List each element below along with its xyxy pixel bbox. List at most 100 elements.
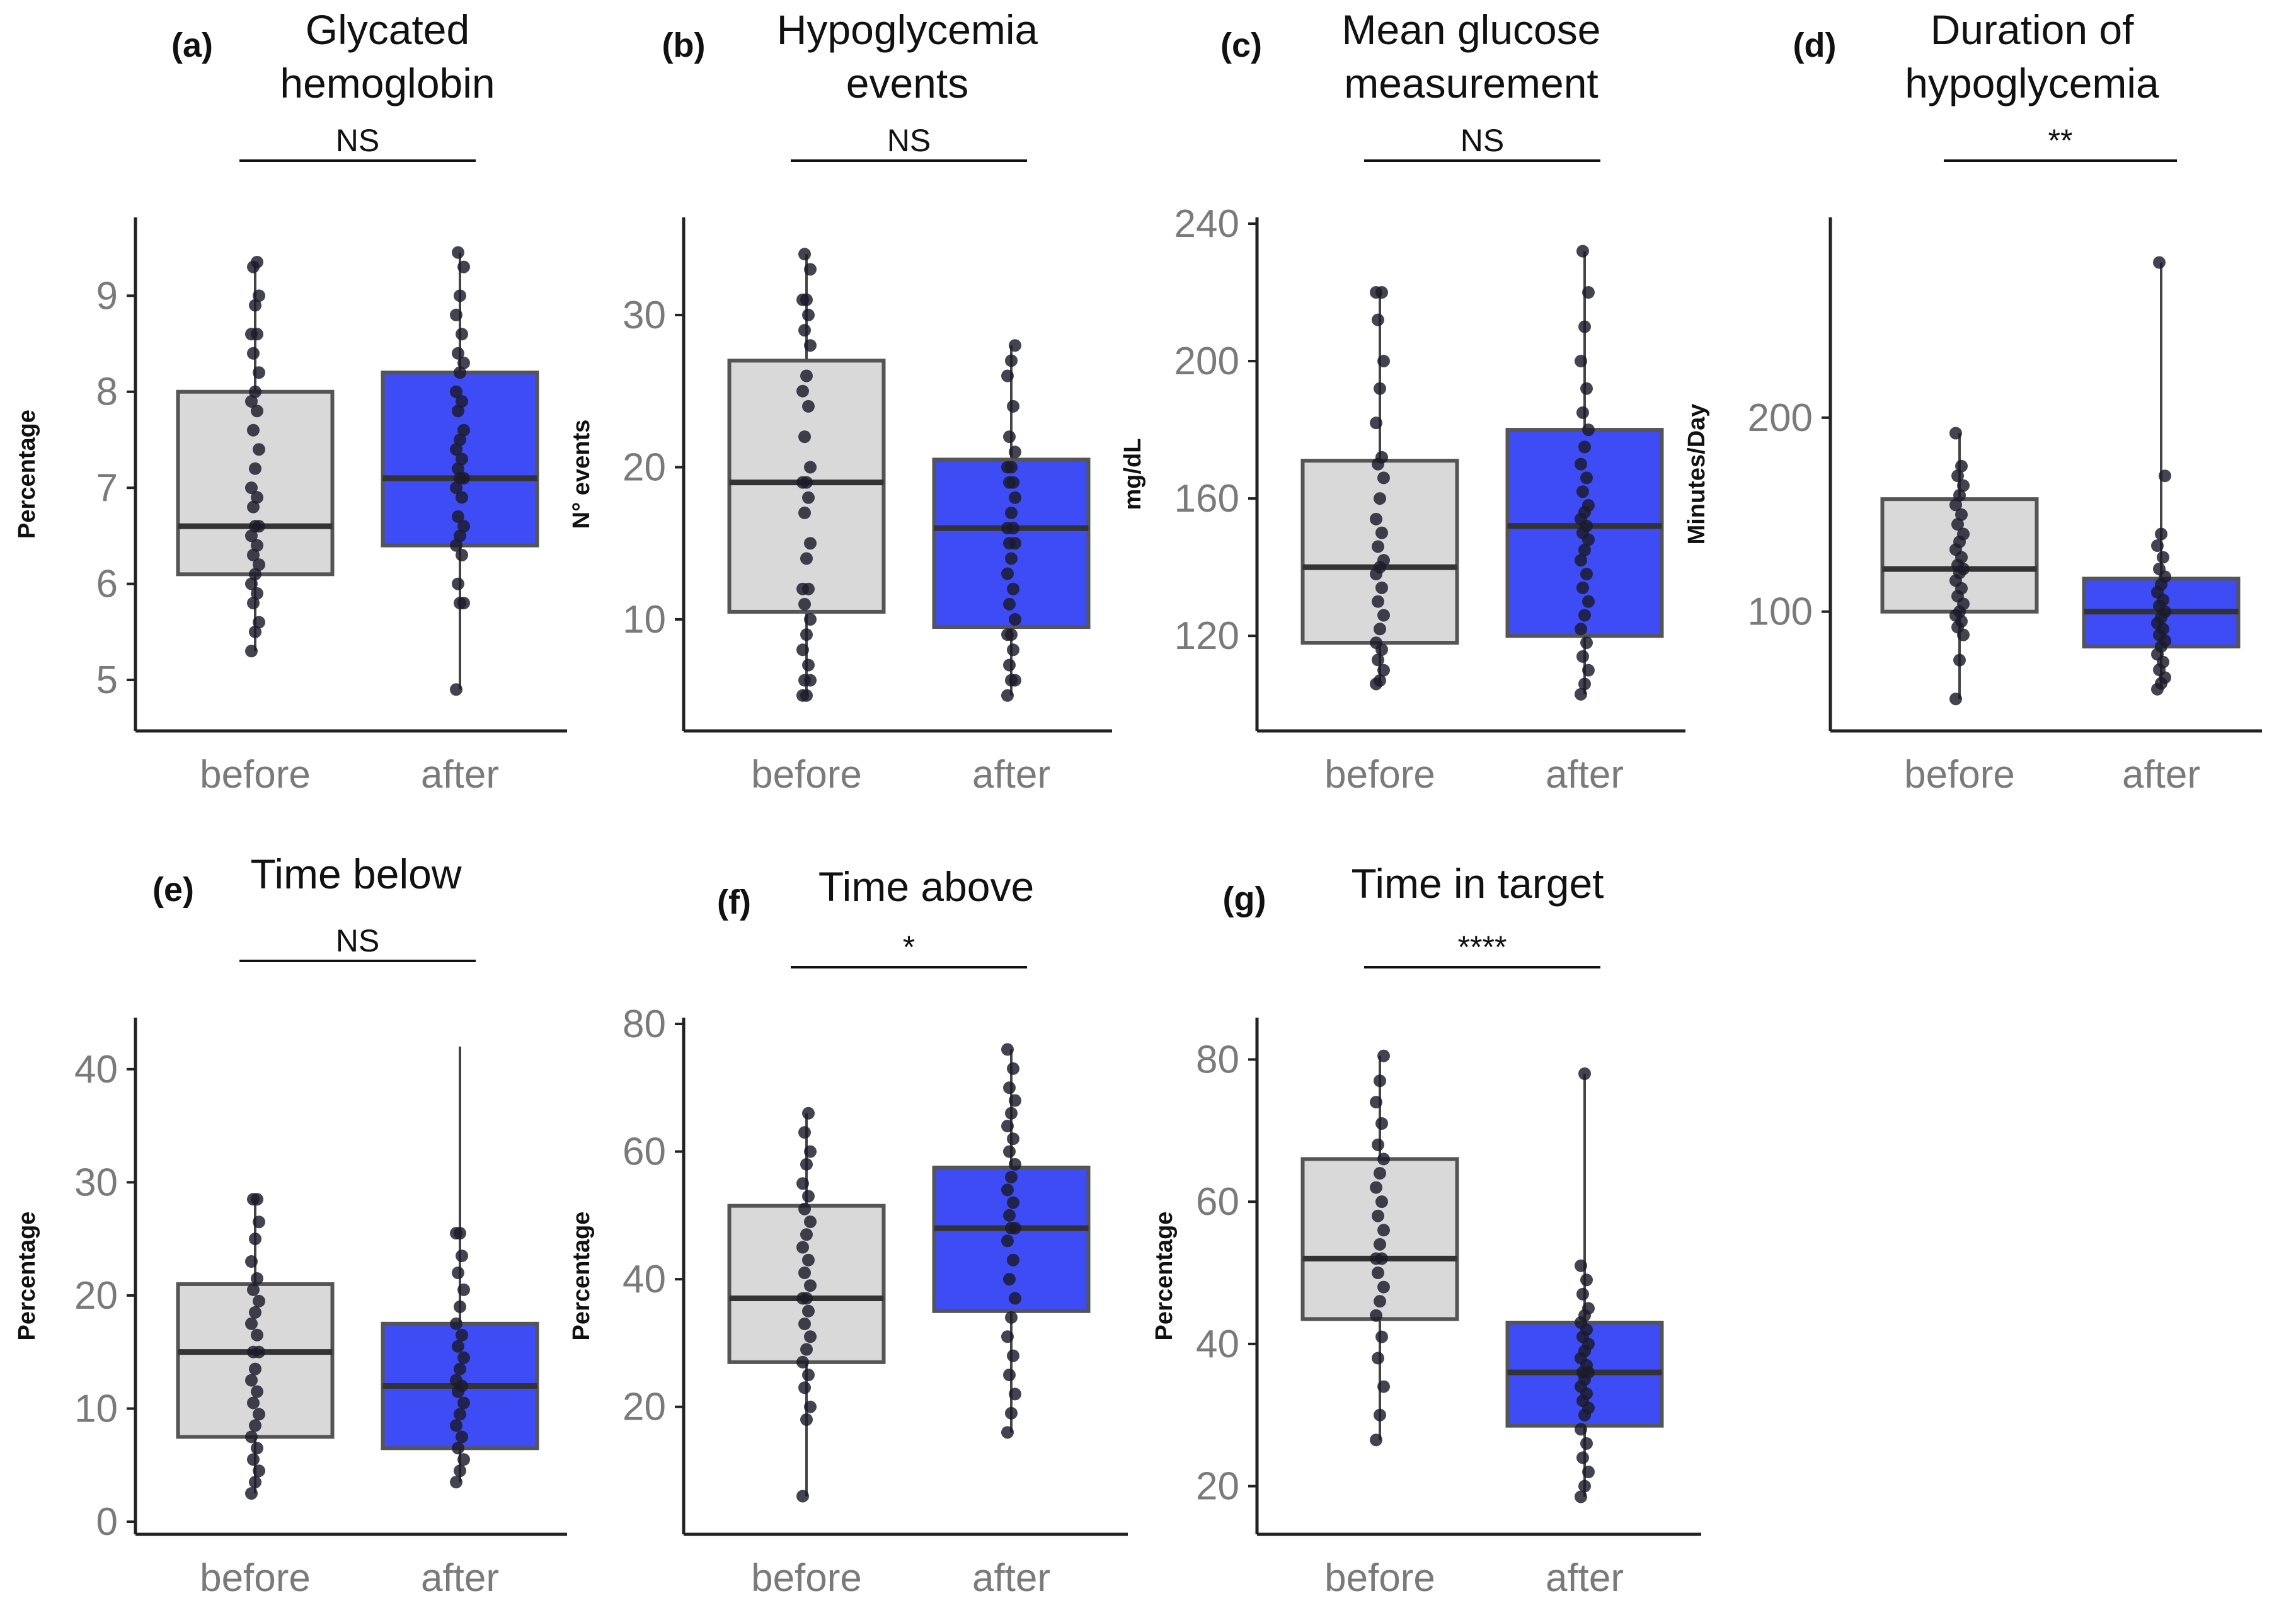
x-category-label: after <box>1546 1556 1624 1600</box>
data-point <box>800 1343 813 1356</box>
data-point <box>456 491 468 504</box>
data-point <box>1575 457 1587 471</box>
data-point <box>798 430 811 444</box>
data-point <box>450 481 462 495</box>
y-tick-label: 80 <box>623 1003 666 1046</box>
data-point <box>802 491 815 504</box>
data-point <box>1372 1209 1384 1222</box>
data-point <box>247 597 260 610</box>
data-point <box>1576 1287 1589 1301</box>
panel-title: hypoglycemia <box>1905 60 2159 106</box>
data-point <box>450 1317 462 1330</box>
data-point <box>450 1476 462 1489</box>
data-point <box>1372 1138 1384 1151</box>
data-point <box>1372 1267 1384 1279</box>
data-point <box>457 357 470 370</box>
data-point <box>1009 339 1021 352</box>
data-point <box>1372 653 1384 667</box>
data-point <box>1575 687 1587 701</box>
data-point <box>457 471 470 485</box>
data-point <box>1370 512 1382 526</box>
significance-label: **** <box>1458 929 1507 965</box>
y-tick-label: 100 <box>1748 590 1813 634</box>
data-point <box>454 433 466 446</box>
data-point <box>1001 1234 1014 1248</box>
data-point <box>253 1294 265 1307</box>
data-point <box>796 1490 809 1503</box>
data-point <box>249 625 261 638</box>
data-point <box>1377 554 1390 567</box>
data-point <box>247 1453 260 1466</box>
data-point <box>798 1381 811 1394</box>
significance-label: NS <box>336 123 379 158</box>
data-point <box>1578 320 1591 333</box>
data-point <box>1955 508 1968 521</box>
data-point <box>804 1330 817 1343</box>
y-tick-label: 20 <box>74 1274 118 1318</box>
data-point <box>802 1304 815 1318</box>
y-tick-label: 20 <box>623 445 666 489</box>
panel-g: (g) Time in target **** 20 40 60 80 Percentage b… <box>1151 860 1701 1600</box>
data-point <box>1374 1408 1386 1422</box>
data-point <box>800 476 813 489</box>
data-point <box>1375 1195 1388 1209</box>
significance-label: NS <box>887 123 931 158</box>
data-point <box>802 658 815 672</box>
data-point <box>804 613 817 626</box>
data-point <box>1374 1167 1386 1180</box>
y-tick-label: 120 <box>1174 614 1239 658</box>
x-category-label: before <box>200 1556 311 1600</box>
data-point <box>1377 1280 1390 1294</box>
data-point <box>1370 1434 1382 1447</box>
data-point <box>452 1267 464 1279</box>
data-point <box>454 1408 466 1421</box>
data-point <box>457 597 470 610</box>
data-point <box>1005 1311 1018 1324</box>
data-point <box>1009 1292 1021 1305</box>
data-point <box>450 385 462 398</box>
data-point <box>249 1232 261 1246</box>
data-point <box>452 347 464 360</box>
panel-letter: (g) <box>1223 880 1266 918</box>
data-point <box>1957 479 1970 492</box>
x-category-label: after <box>2122 753 2200 796</box>
data-point <box>1374 1295 1386 1308</box>
panel-letter: (a) <box>171 26 213 64</box>
data-point <box>1580 636 1593 650</box>
data-point <box>457 1351 470 1364</box>
significance-label: ** <box>2048 123 2073 158</box>
data-point <box>251 405 263 418</box>
data-point <box>800 369 813 382</box>
data-point <box>1375 1117 1388 1130</box>
data-point <box>253 558 265 572</box>
data-point <box>249 1419 261 1432</box>
data-point <box>1370 1181 1382 1194</box>
data-point <box>1582 1466 1595 1478</box>
data-point <box>1009 1388 1021 1401</box>
data-point <box>798 248 811 261</box>
data-point <box>802 1369 815 1382</box>
data-point <box>1005 461 1018 474</box>
data-point <box>804 537 817 550</box>
data-point <box>1001 1330 1014 1343</box>
data-point <box>452 577 464 590</box>
panel-f: (f) Time above * 20 40 60 80 Percentage before af… <box>568 863 1128 1600</box>
y-tick-label: 8 <box>96 371 118 414</box>
data-point <box>454 1227 466 1240</box>
data-point <box>1374 382 1386 395</box>
x-category-label: after <box>972 753 1050 796</box>
data-point <box>1370 636 1382 650</box>
data-point <box>804 1215 817 1228</box>
panel-letter: (e) <box>152 871 194 909</box>
data-point <box>247 1283 260 1296</box>
data-point <box>1949 498 1962 512</box>
data-point <box>245 394 258 408</box>
data-point <box>1001 369 1014 382</box>
data-point <box>1375 451 1388 464</box>
panel-c: (c) Mean glucose measurement NS 120 160 200 240… <box>1120 6 1685 796</box>
data-point <box>253 366 265 379</box>
data-point <box>1007 1253 1019 1267</box>
data-point <box>798 674 811 687</box>
data-point <box>800 1292 813 1305</box>
data-point <box>1953 488 1966 502</box>
